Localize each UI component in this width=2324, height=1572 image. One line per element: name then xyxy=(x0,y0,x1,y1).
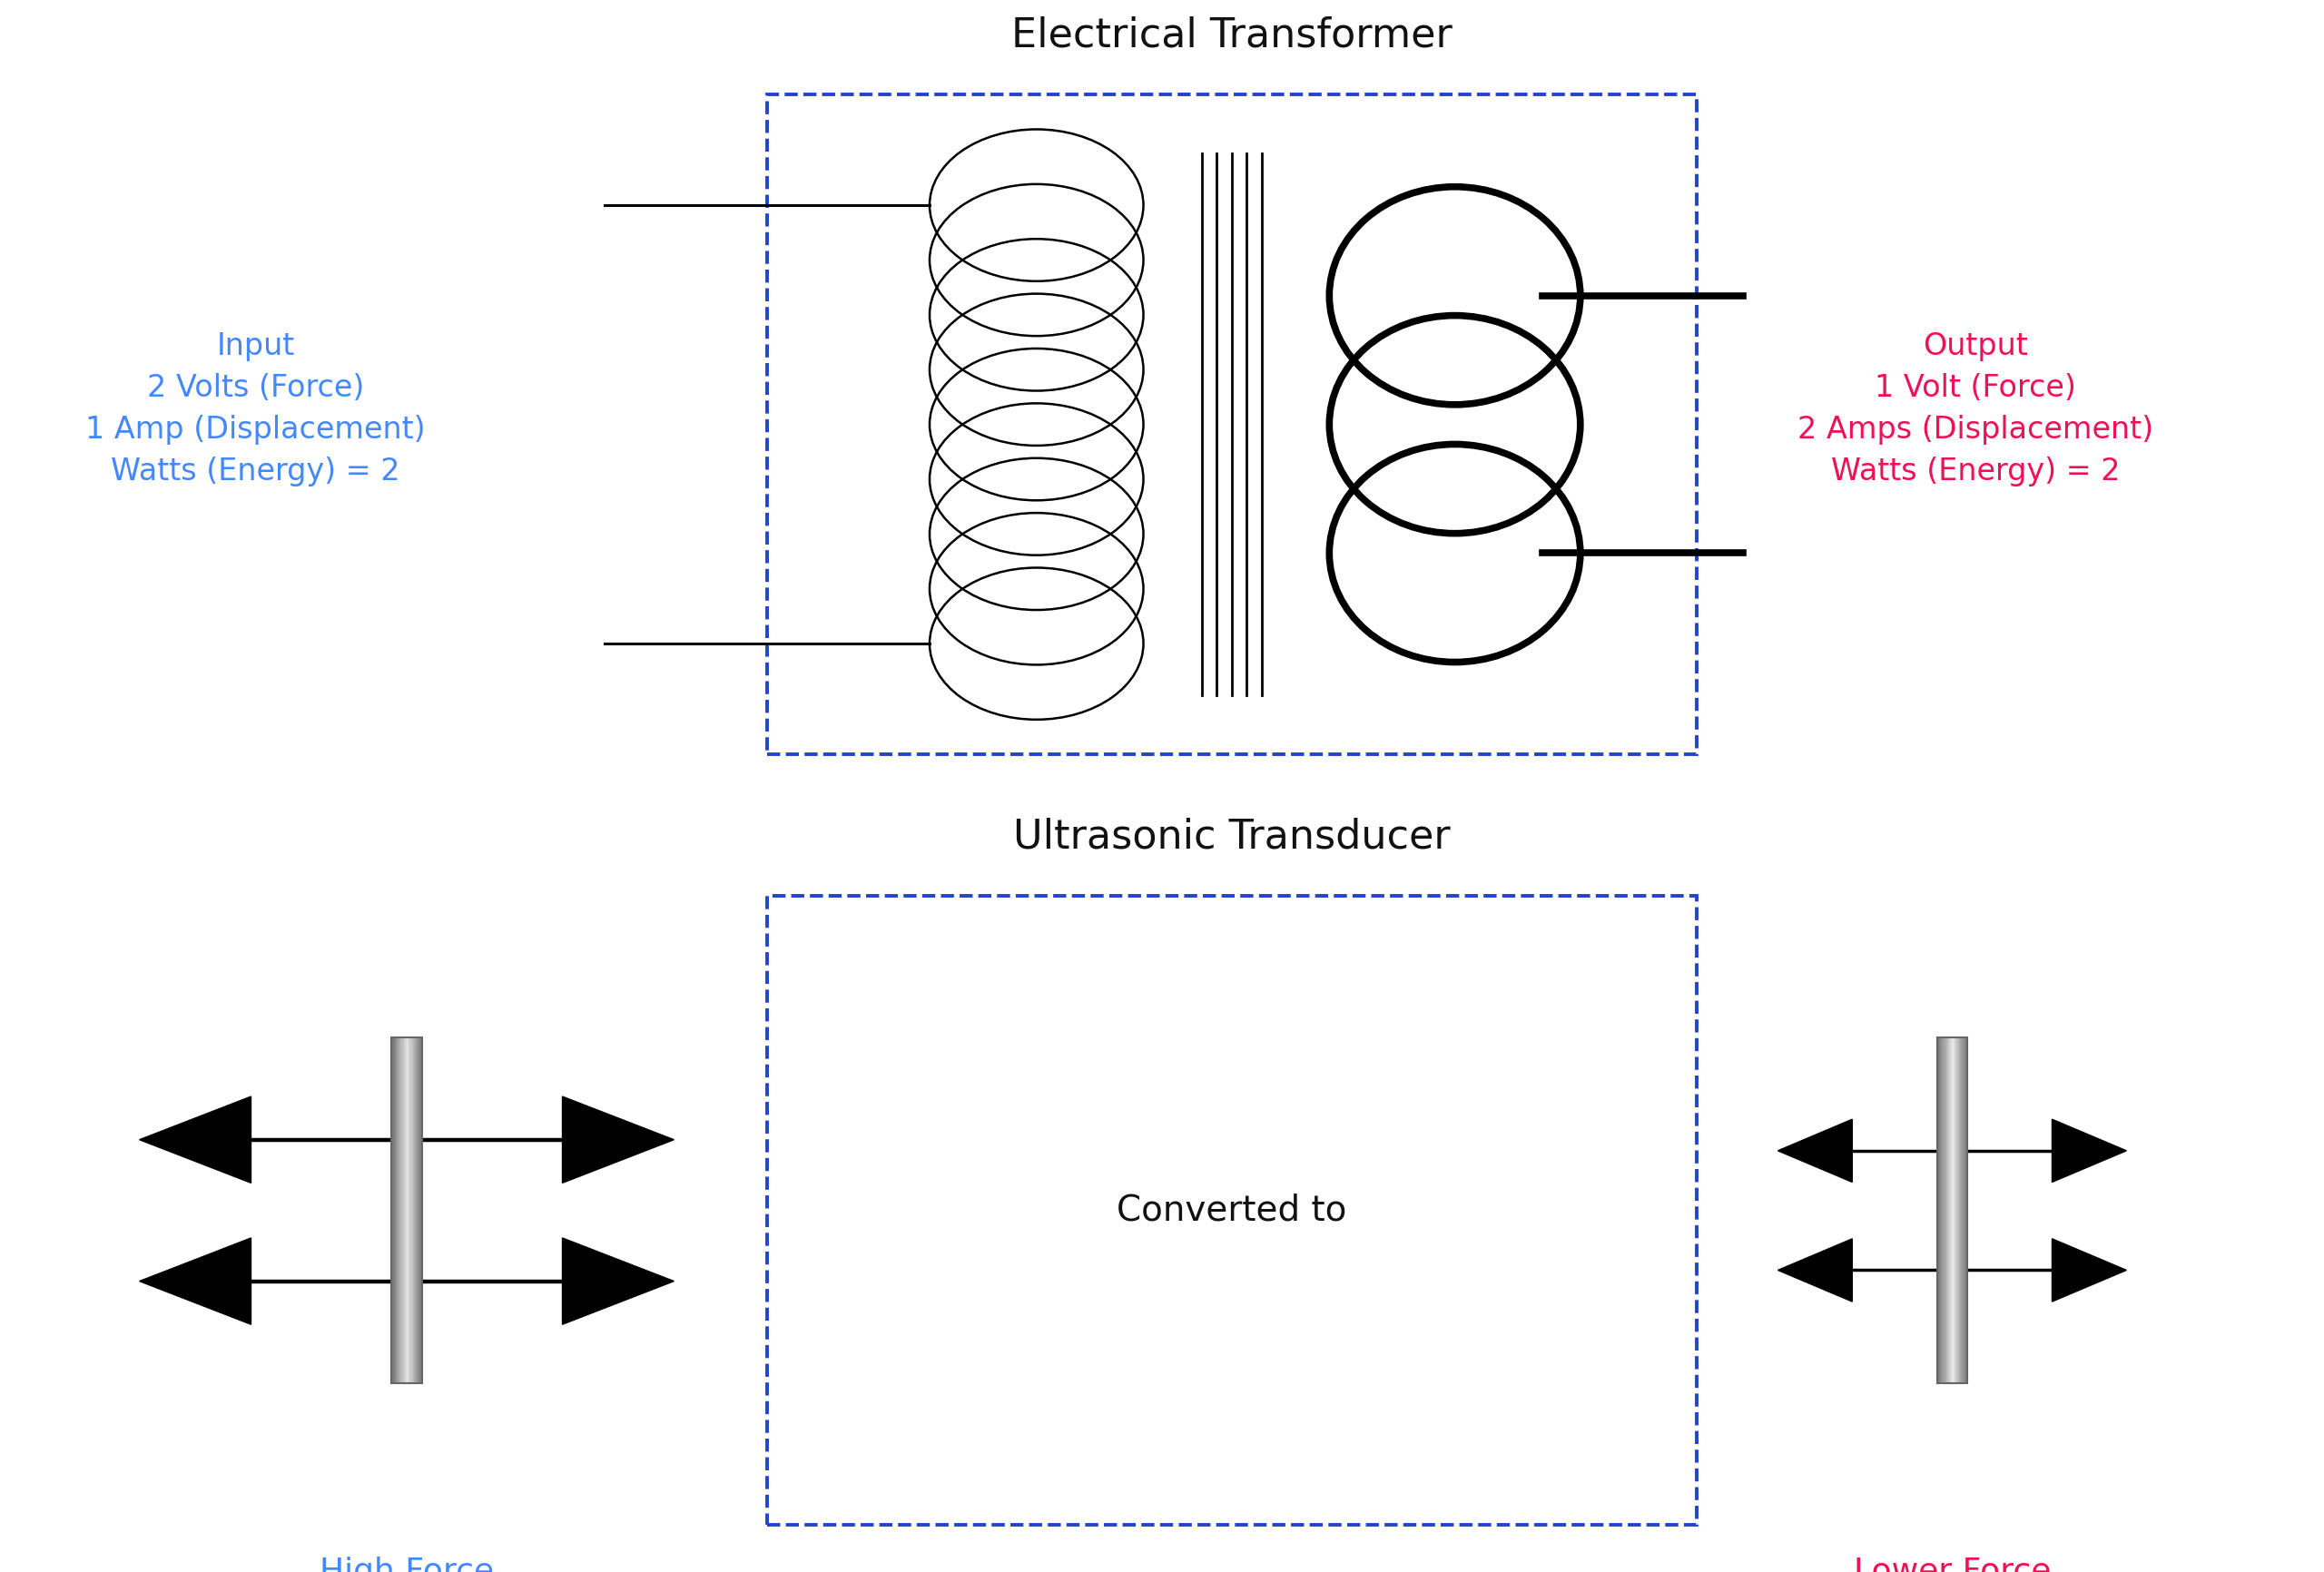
Text: Ultrasonic Transducer: Ultrasonic Transducer xyxy=(1013,817,1450,857)
Polygon shape xyxy=(2052,1239,2126,1302)
Text: High Force
Low Displacement: High Force Low Displacement xyxy=(256,1556,558,1572)
Polygon shape xyxy=(562,1239,674,1324)
Bar xyxy=(390,1038,421,1383)
Text: Lower Force
Higher Displacement: Lower Force Higher Displacement xyxy=(1780,1556,2124,1572)
Text: Input
2 Volts (Force)
1 Amp (Displacement)
Watts (Energy) = 2: Input 2 Volts (Force) 1 Amp (Displacemen… xyxy=(86,332,425,486)
Bar xyxy=(1938,1038,1966,1383)
Polygon shape xyxy=(562,1097,674,1182)
Polygon shape xyxy=(2052,1119,2126,1182)
Polygon shape xyxy=(139,1239,251,1324)
Polygon shape xyxy=(139,1097,251,1182)
Polygon shape xyxy=(1778,1119,1852,1182)
Polygon shape xyxy=(1778,1239,1852,1302)
Text: Output
1 Volt (Force)
2 Amps (Displacement)
Watts (Energy) = 2: Output 1 Volt (Force) 2 Amps (Displaceme… xyxy=(1796,332,2154,486)
Text: Electrical Transformer: Electrical Transformer xyxy=(1011,16,1452,55)
Text: Converted to: Converted to xyxy=(1118,1193,1346,1228)
